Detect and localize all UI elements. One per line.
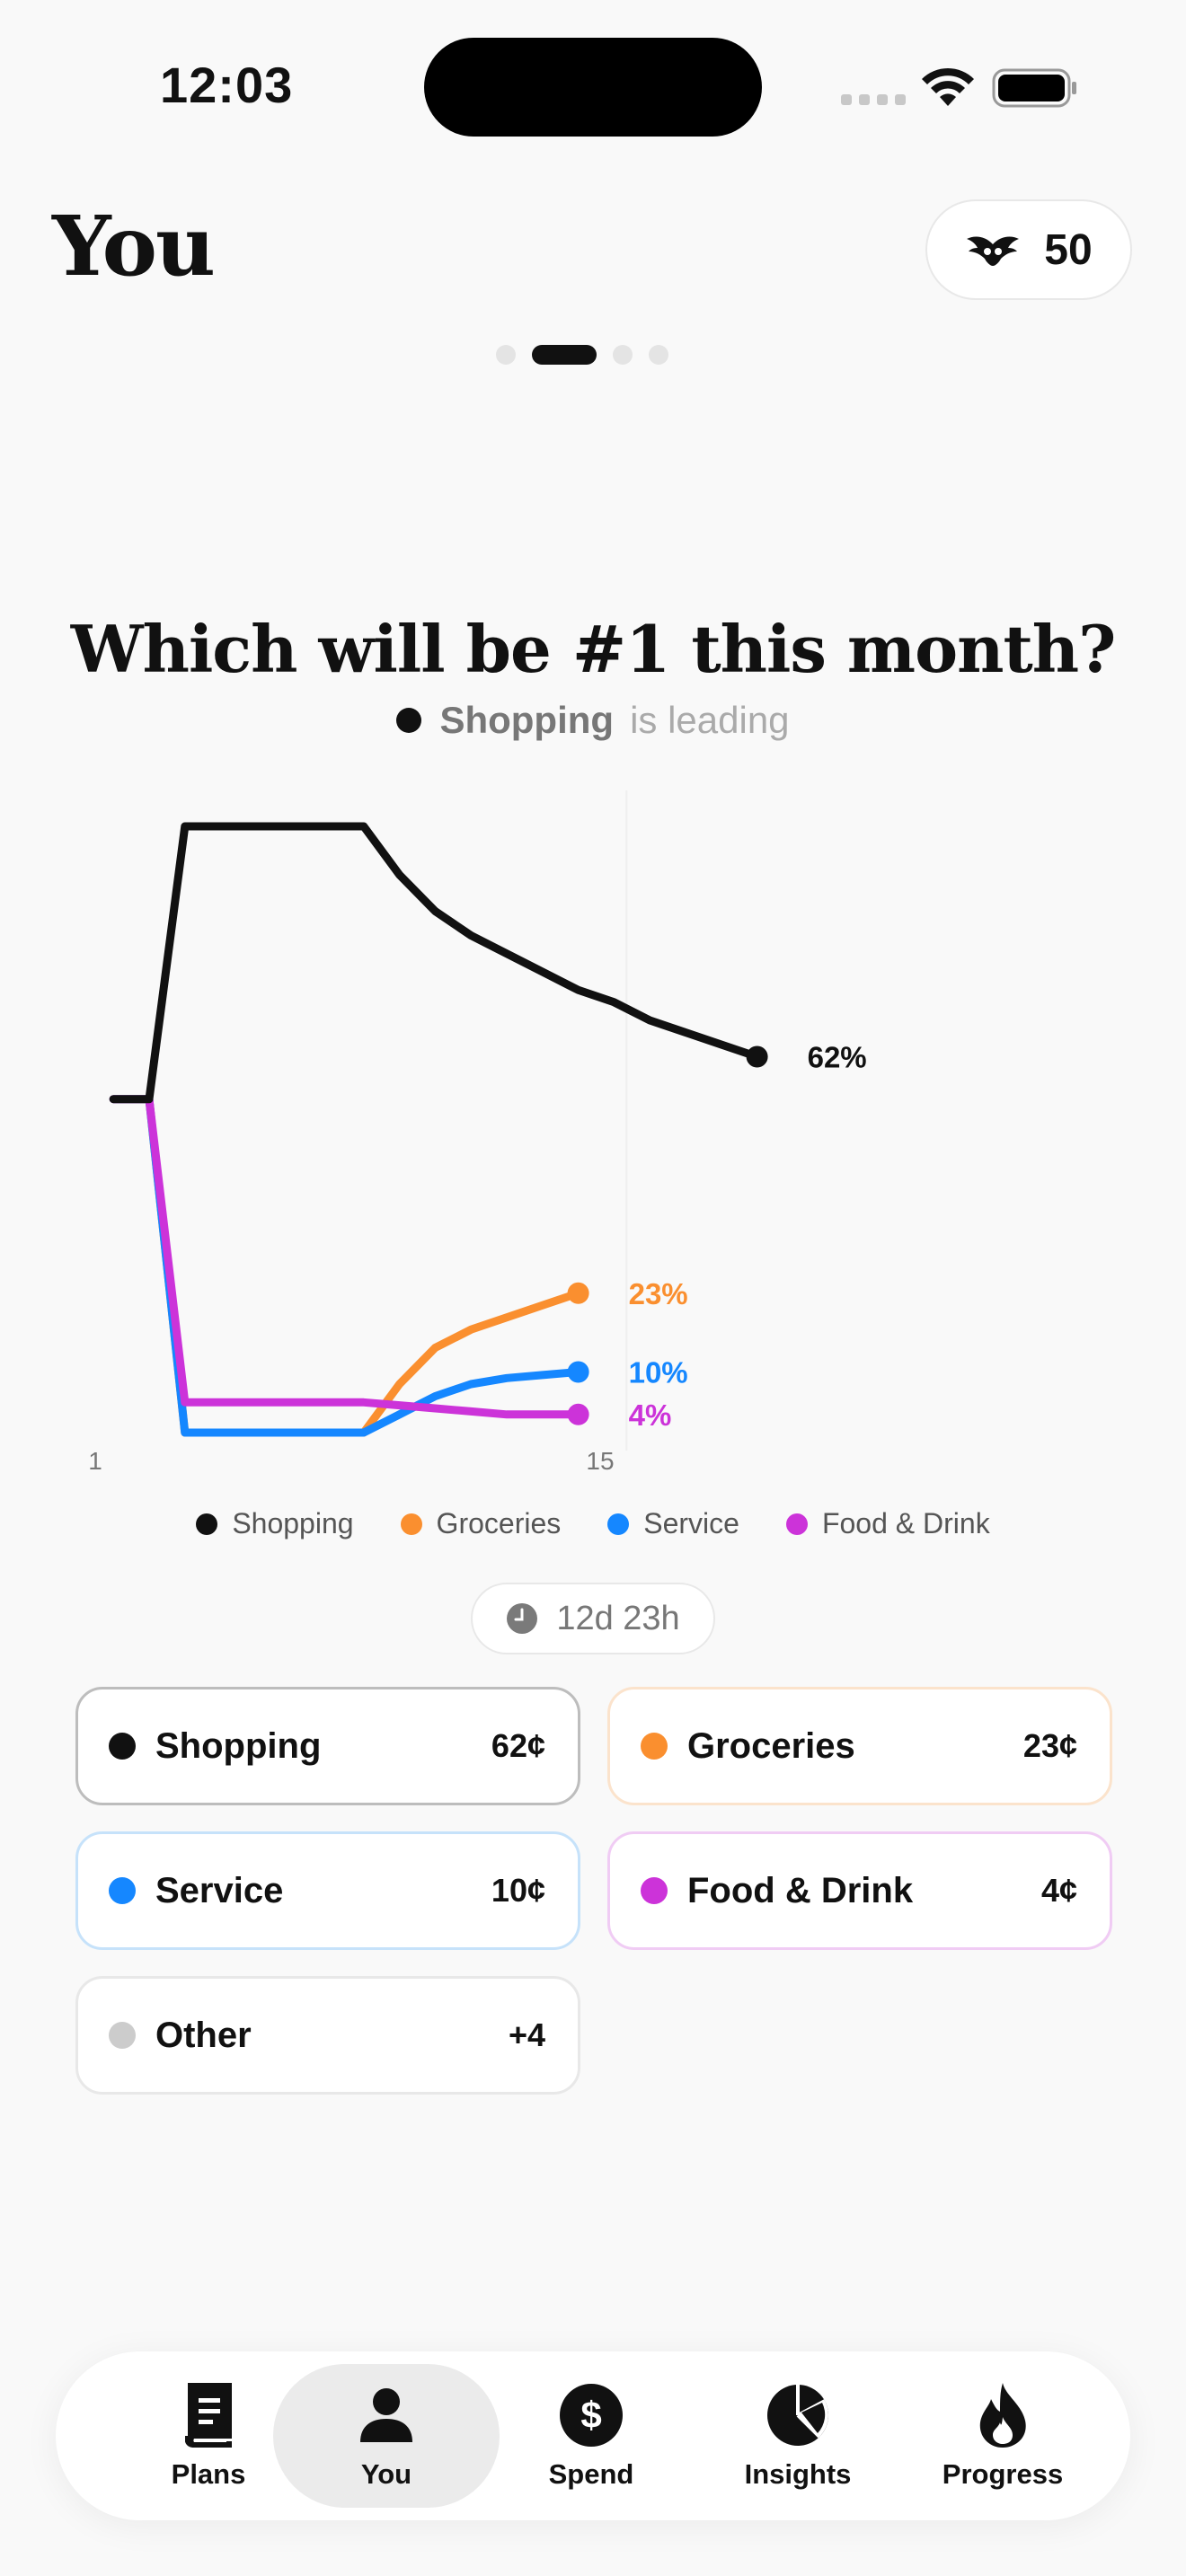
series-end-point (567, 1403, 589, 1425)
page-dot[interactable] (613, 345, 633, 365)
status-time: 12:03 (160, 57, 294, 113)
tab-label: Progress (942, 2458, 1064, 2490)
countdown-timer: 12d 23h (471, 1583, 715, 1654)
category-value: +4 (508, 2016, 545, 2053)
series-end-point (567, 1282, 589, 1304)
page-dot[interactable] (496, 345, 516, 365)
category-card-shopping[interactable]: Shopping 62¢ (75, 1687, 580, 1805)
legend-item: Shopping (196, 1507, 354, 1540)
category-value: 62¢ (491, 1727, 545, 1764)
page-dot-active[interactable] (532, 345, 597, 365)
category-card-groceries[interactable]: Groceries 23¢ (607, 1687, 1112, 1805)
svg-text:$: $ (580, 2394, 601, 2436)
points-value: 50 (1044, 225, 1093, 274)
legend-swatch (785, 1513, 808, 1535)
tab-plans[interactable]: Plans (95, 2364, 322, 2508)
flame-icon (979, 2383, 1026, 2448)
tab-you[interactable]: You (273, 2364, 500, 2508)
tab-insights[interactable]: Insights (685, 2364, 911, 2508)
legend-item: Service (607, 1507, 739, 1540)
legend-label: Food & Drink (821, 1507, 990, 1539)
book-icon (185, 2383, 232, 2448)
category-value: 10¢ (491, 1872, 545, 1909)
category-label: Service (155, 1870, 284, 1910)
bottom-tab-bar: Plans You $ Spend (56, 2351, 1130, 2520)
legend-label: Groceries (436, 1507, 562, 1539)
owl-wings-icon (967, 236, 1020, 266)
leader-name: Shopping (439, 699, 615, 741)
race-line-chart: 62% 23% 10% 4% 1 15 (88, 790, 867, 1475)
chart-legend: Shopping Groceries Service Food & Drink (0, 1507, 1186, 1540)
tab-label: Spend (548, 2458, 634, 2490)
wifi-icon (922, 67, 974, 106)
series-end-point (567, 1361, 589, 1383)
leader-subtitle: Shopping is leading (0, 699, 1186, 742)
pie-chart-icon (767, 2385, 828, 2446)
question-title: Which will be #1 this month? (70, 611, 1117, 687)
legend-label: Service (643, 1507, 739, 1539)
category-card-other[interactable]: Other +4 (75, 1976, 580, 2095)
x-tick-label: 15 (586, 1447, 614, 1475)
dynamic-island (424, 38, 762, 137)
timer-label: 12d 23h (556, 1599, 680, 1637)
tab-label: You (360, 2458, 412, 2490)
category-card-service[interactable]: Service 10¢ (75, 1831, 580, 1950)
series-end-point (746, 1045, 768, 1068)
clock-icon (507, 1603, 538, 1634)
series-end-label: 62% (808, 1041, 867, 1074)
category-label: Groceries (687, 1725, 855, 1766)
cellular-signal-icon (841, 94, 906, 105)
category-label: Food & Drink (687, 1870, 914, 1910)
category-label: Shopping (155, 1725, 322, 1766)
series-line-shopping (109, 822, 762, 1104)
page-title: You (52, 198, 216, 295)
battery-icon (992, 68, 1076, 108)
category-value: 23¢ (1022, 1727, 1077, 1764)
tab-progress[interactable]: Progress (890, 2364, 1116, 2508)
category-card-food-drink[interactable]: Food & Drink 4¢ (607, 1831, 1112, 1950)
legend-swatch (400, 1513, 422, 1535)
page-indicator[interactable] (496, 345, 668, 365)
leader-suffix: is leading (630, 699, 790, 741)
page-dot[interactable] (649, 345, 668, 365)
category-dot (109, 1877, 136, 1904)
category-label: Other (155, 2015, 252, 2055)
series-line-service (109, 1095, 583, 1437)
category-dot (109, 1733, 136, 1760)
x-tick-label: 1 (88, 1447, 102, 1475)
series-end-label: 4% (629, 1398, 672, 1432)
category-value: 4¢ (1040, 1872, 1077, 1909)
legend-item: Food & Drink (785, 1507, 990, 1540)
dollar-icon: $ (560, 2384, 623, 2447)
legend-swatch (196, 1513, 218, 1535)
category-dot (641, 1877, 668, 1904)
leader-dot (396, 708, 422, 733)
category-dot (641, 1733, 668, 1760)
series-end-label: 10% (629, 1356, 688, 1389)
points-badge[interactable]: 50 (925, 199, 1132, 300)
tab-label: Insights (744, 2458, 852, 2490)
status-bar: 12:03 (0, 0, 1186, 180)
tab-label: Plans (171, 2458, 246, 2490)
legend-swatch (607, 1513, 630, 1535)
series-line-food-drink (109, 1095, 583, 1419)
category-dot (109, 2022, 136, 2049)
series-end-label: 23% (629, 1277, 688, 1310)
tab-spend[interactable]: $ Spend (478, 2364, 704, 2508)
legend-label: Shopping (232, 1507, 354, 1539)
legend-item: Groceries (400, 1507, 562, 1540)
person-icon (360, 2388, 412, 2442)
